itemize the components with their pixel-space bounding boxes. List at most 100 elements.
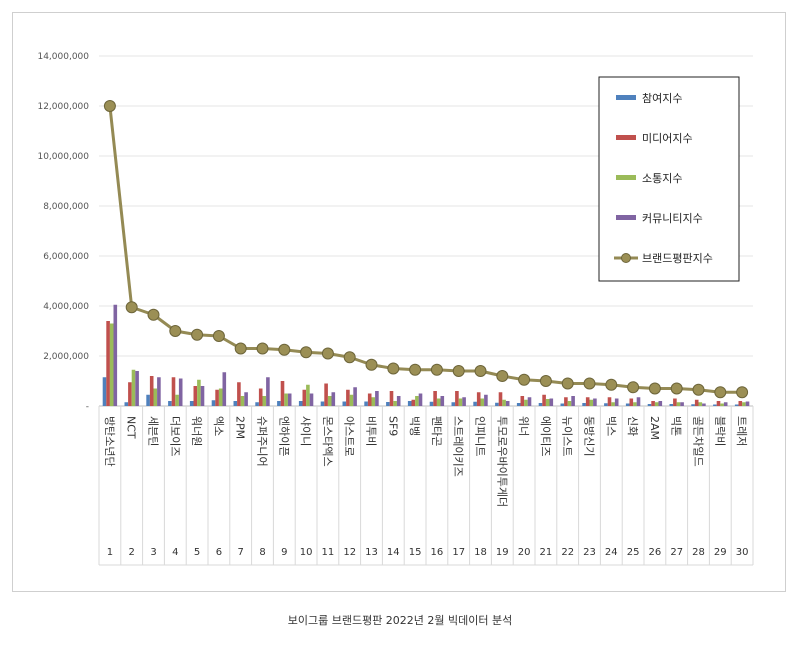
bar-미디어지수-21: [542, 394, 546, 406]
bar-series-layer: [102, 304, 750, 406]
legend-swatch-커뮤니티지수: [616, 215, 636, 220]
rank-label-21: 21: [540, 547, 553, 558]
bar-커뮤니티지수-1: [113, 304, 118, 406]
bar-커뮤니티지수-4: [178, 378, 183, 406]
bar-미디어지수-5: [193, 386, 198, 406]
bar-소통지수-2: [131, 369, 136, 406]
point-브랜드평판지수-3: [147, 308, 160, 321]
bar-미디어지수-28: [694, 399, 699, 406]
x-label-11: 몬스타엑스: [321, 416, 334, 467]
x-label-21: 에이티즈: [539, 416, 552, 456]
rank-label-25: 25: [627, 547, 640, 558]
bar-커뮤니티지수-19: [505, 401, 510, 406]
bar-소통지수-4: [175, 394, 179, 406]
rank-label-19: 19: [496, 547, 509, 558]
rank-label-12: 12: [343, 547, 356, 558]
y-axis-ticks: - 2,000,000 4,000,000 6,000,000 8,000,000 10,…: [37, 52, 89, 412]
point-브랜드평판지수-25: [627, 381, 640, 394]
bar-소통지수-24: [611, 402, 615, 406]
bar-커뮤니티지수-3: [157, 377, 161, 406]
rank-label-8: 8: [259, 547, 265, 558]
point-브랜드평판지수-13: [365, 358, 378, 371]
x-label-1: 방탄소년단: [103, 416, 116, 467]
bar-참여지수-15: [407, 401, 412, 406]
bar-미디어지수-27: [673, 398, 677, 406]
y-tick-label: 10,000,000: [37, 152, 89, 162]
bar-소통지수-14: [393, 401, 397, 406]
bar-소통지수-11: [327, 396, 332, 406]
bar-커뮤니티지수-15: [418, 393, 423, 406]
bar-참여지수-25: [625, 403, 630, 406]
rank-label-2: 2: [129, 547, 135, 558]
rank-label-17: 17: [452, 547, 465, 558]
bar-참여지수-22: [560, 403, 565, 406]
x-label-2: NCT: [125, 416, 138, 439]
bar-소통지수-10: [306, 384, 310, 406]
x-label-18: 인피니트: [474, 416, 487, 456]
x-label-5: 워너원: [190, 416, 203, 446]
bar-커뮤니티지수-21: [549, 398, 554, 406]
bar-참여지수-12: [342, 401, 347, 406]
x-label-23: 동방신기: [583, 416, 596, 456]
point-브랜드평판지수-22: [561, 377, 574, 390]
bar-커뮤니티지수-13: [375, 391, 379, 406]
bar-소통지수-5: [197, 379, 201, 406]
rank-label-22: 22: [561, 547, 574, 558]
bar-미디어지수-26: [651, 401, 655, 406]
bar-참여지수-4: [168, 401, 172, 406]
bar-미디어지수-15: [411, 399, 416, 406]
x-label-8: 슈퍼주니어: [256, 416, 269, 467]
x-label-4: 더보이즈: [168, 416, 181, 456]
point-브랜드평판지수-16: [430, 363, 443, 376]
bar-커뮤니티지수-25: [636, 397, 641, 406]
bar-미디어지수-23: [585, 397, 590, 406]
legend-label-소통지수: 소통지수: [642, 172, 682, 185]
point-브랜드평판지수-10: [300, 346, 313, 359]
bar-참여지수-29: [713, 404, 717, 406]
bar-소통지수-16: [436, 398, 441, 406]
bar-소통지수-15: [415, 396, 419, 406]
bar-미디어지수-14: [389, 391, 394, 406]
point-브랜드평판지수-21: [539, 375, 552, 387]
bar-참여지수-30: [734, 404, 739, 406]
bar-소통지수-28: [698, 402, 703, 406]
rank-label-26: 26: [649, 547, 662, 558]
bar-커뮤니티지수-7: [244, 392, 248, 406]
bar-미디어지수-6: [215, 389, 219, 406]
rank-label-23: 23: [583, 547, 596, 558]
point-브랜드평판지수-30: [736, 386, 749, 399]
bar-참여지수-28: [691, 404, 695, 406]
bar-커뮤니티지수-14: [396, 396, 401, 406]
chart-caption: 보이그룹 브랜드평판 2022년 2월 빅데이터 분석: [287, 614, 513, 627]
bar-소통지수-8: [262, 396, 267, 406]
bar-참여지수-23: [582, 403, 586, 406]
bar-참여지수-21: [538, 403, 543, 406]
bar-커뮤니티지수-26: [658, 401, 663, 406]
rank-label-28: 28: [692, 547, 705, 558]
chart-frame: - 2,000,000 4,000,000 6,000,000 8,000,000 10,…: [12, 12, 786, 592]
x-label-14: SF9: [386, 416, 399, 436]
x-label-20: 위너: [517, 416, 530, 436]
chart-svg: - 2,000,000 4,000,000 6,000,000 8,000,000 10,…: [37, 52, 754, 566]
y-tick-label: 8,000,000: [43, 202, 89, 212]
bar-커뮤니티지수-22: [571, 396, 575, 406]
point-브랜드평판지수-12: [343, 351, 356, 364]
bar-커뮤니티지수-2: [135, 371, 139, 406]
point-브랜드평판지수-6: [212, 330, 225, 342]
bar-소통지수-20: [524, 399, 528, 406]
bar-미디어지수-7: [237, 382, 241, 406]
bar-참여지수-6: [211, 400, 216, 406]
bar-커뮤니티지수-18: [484, 394, 488, 406]
x-label-28: 골든차일드: [692, 416, 706, 467]
bar-미디어지수-13: [367, 393, 372, 406]
point-브랜드평판지수-20: [518, 373, 531, 386]
bar-참여지수-3: [146, 394, 150, 406]
x-label-10: 샤이니: [299, 416, 312, 446]
bar-미디어지수-18: [476, 392, 481, 406]
bar-소통지수-13: [371, 397, 376, 406]
bar-소통지수-19: [502, 399, 506, 406]
bar-미디어지수-30: [738, 401, 743, 406]
bar-소통지수-12: [349, 394, 354, 406]
bar-커뮤니티지수-8: [266, 377, 270, 406]
